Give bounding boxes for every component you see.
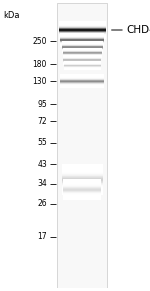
Text: 17: 17 xyxy=(38,232,47,241)
Text: 250: 250 xyxy=(33,37,47,46)
Bar xyxy=(62,171,103,172)
Bar xyxy=(62,194,103,195)
Bar xyxy=(62,165,103,166)
Bar xyxy=(62,192,103,193)
Bar xyxy=(62,179,103,180)
Bar xyxy=(62,166,103,167)
Bar xyxy=(62,172,103,173)
Bar xyxy=(62,180,103,181)
Text: 34: 34 xyxy=(37,180,47,189)
Bar xyxy=(62,187,103,188)
Bar xyxy=(62,188,103,189)
Text: 95: 95 xyxy=(37,100,47,109)
Bar xyxy=(62,164,103,165)
Text: 72: 72 xyxy=(38,117,47,126)
Bar xyxy=(57,3,107,288)
Bar xyxy=(62,178,103,179)
Bar xyxy=(62,173,103,174)
Text: CHD4: CHD4 xyxy=(126,25,150,35)
Bar xyxy=(62,170,103,171)
Bar xyxy=(62,182,103,183)
Text: 130: 130 xyxy=(33,77,47,86)
Bar xyxy=(62,191,103,192)
Text: 180: 180 xyxy=(33,60,47,69)
Bar xyxy=(62,176,103,177)
Text: 43: 43 xyxy=(37,159,47,168)
Bar xyxy=(62,177,103,178)
Bar xyxy=(62,168,103,169)
Bar xyxy=(62,183,103,184)
Text: 55: 55 xyxy=(37,138,47,147)
Text: kDa: kDa xyxy=(3,11,20,20)
Bar xyxy=(62,186,103,187)
Bar xyxy=(62,174,103,175)
Bar xyxy=(62,175,103,176)
Bar xyxy=(62,181,103,182)
Bar xyxy=(62,169,103,170)
Bar xyxy=(62,185,103,186)
Bar xyxy=(62,193,103,194)
Bar xyxy=(62,189,103,190)
Bar xyxy=(62,190,103,191)
Bar xyxy=(62,184,103,185)
Text: 26: 26 xyxy=(38,199,47,208)
Bar xyxy=(62,167,103,168)
